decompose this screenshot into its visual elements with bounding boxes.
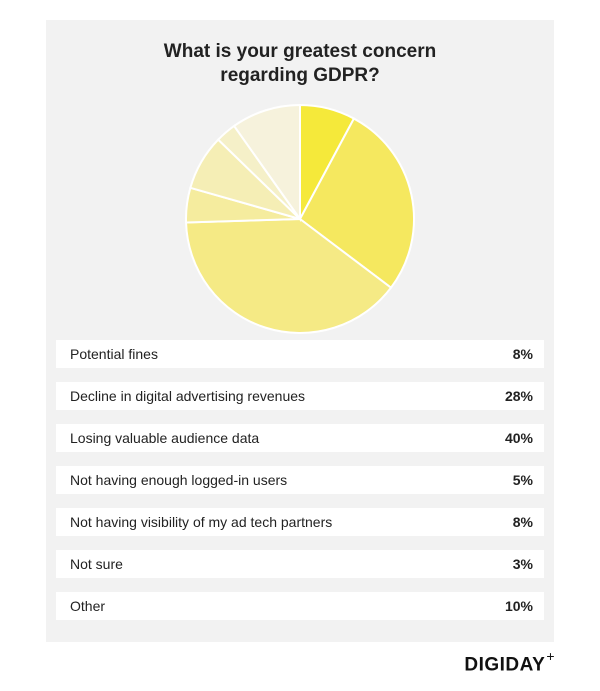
legend-row-losing-audience-data: Losing valuable audience data 40% [56, 424, 544, 452]
legend-label: Not having visibility of my ad tech part… [70, 514, 333, 530]
legend-value: 28% [504, 388, 533, 404]
chart-title-line-2: regarding GDPR? [220, 65, 380, 86]
chart-card: What is your greatest concern regarding … [46, 20, 554, 642]
legend-row-potential-fines: Potential fines 8% [56, 340, 544, 368]
pie-slice-2 [298, 117, 415, 290]
legend-row-not-sure: Not sure 3% [56, 550, 544, 578]
legend-value: 8% [512, 514, 533, 530]
legend-label: Potential fines [70, 346, 158, 362]
legend-value: 3% [512, 556, 533, 572]
legend-value: 5% [512, 472, 533, 488]
pie-slice-3 [185, 217, 393, 334]
legend-value: 40% [504, 430, 533, 446]
legend-label: Not sure [70, 556, 123, 572]
legend-value: 8% [512, 346, 533, 362]
legend-row-other: Other 10% [56, 592, 544, 620]
legend-row-logged-in-users: Not having enough logged-in users 5% [56, 466, 544, 494]
legend-label: Decline in digital advertising revenues [70, 388, 306, 404]
pie-svg [185, 103, 415, 334]
legend-label: Not having enough logged-in users [70, 472, 288, 488]
legend-table: Potential fines 8% Decline in digital ad… [56, 340, 544, 634]
legend-row-decline-in-ad-revenues: Decline in digital advertising revenues … [56, 382, 544, 410]
brand-name: DIGIDAY [464, 654, 546, 676]
legend-label: Other [70, 598, 106, 614]
legend-row-ad-tech-visibility: Not having visibility of my ad tech part… [56, 508, 544, 536]
pie-chart [184, 103, 416, 335]
digiday-logo: DIGIDAY+ [464, 648, 555, 676]
legend-value: 10% [504, 598, 533, 614]
brand-mark: + [546, 648, 555, 664]
pie-slice-7 [232, 103, 301, 223]
chart-title-line-1: What is your greatest concern [163, 41, 437, 62]
legend-label: Losing valuable audience data [70, 430, 260, 446]
chart-title: What is your greatest concern regarding … [56, 40, 544, 88]
